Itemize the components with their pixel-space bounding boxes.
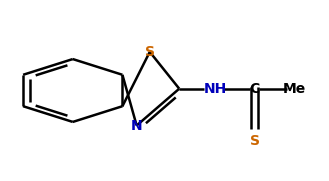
- Text: C: C: [249, 82, 260, 96]
- Text: NH: NH: [204, 82, 227, 96]
- Text: Me: Me: [282, 82, 306, 96]
- Text: S: S: [250, 134, 260, 148]
- Text: N: N: [131, 119, 142, 132]
- Text: S: S: [145, 45, 155, 59]
